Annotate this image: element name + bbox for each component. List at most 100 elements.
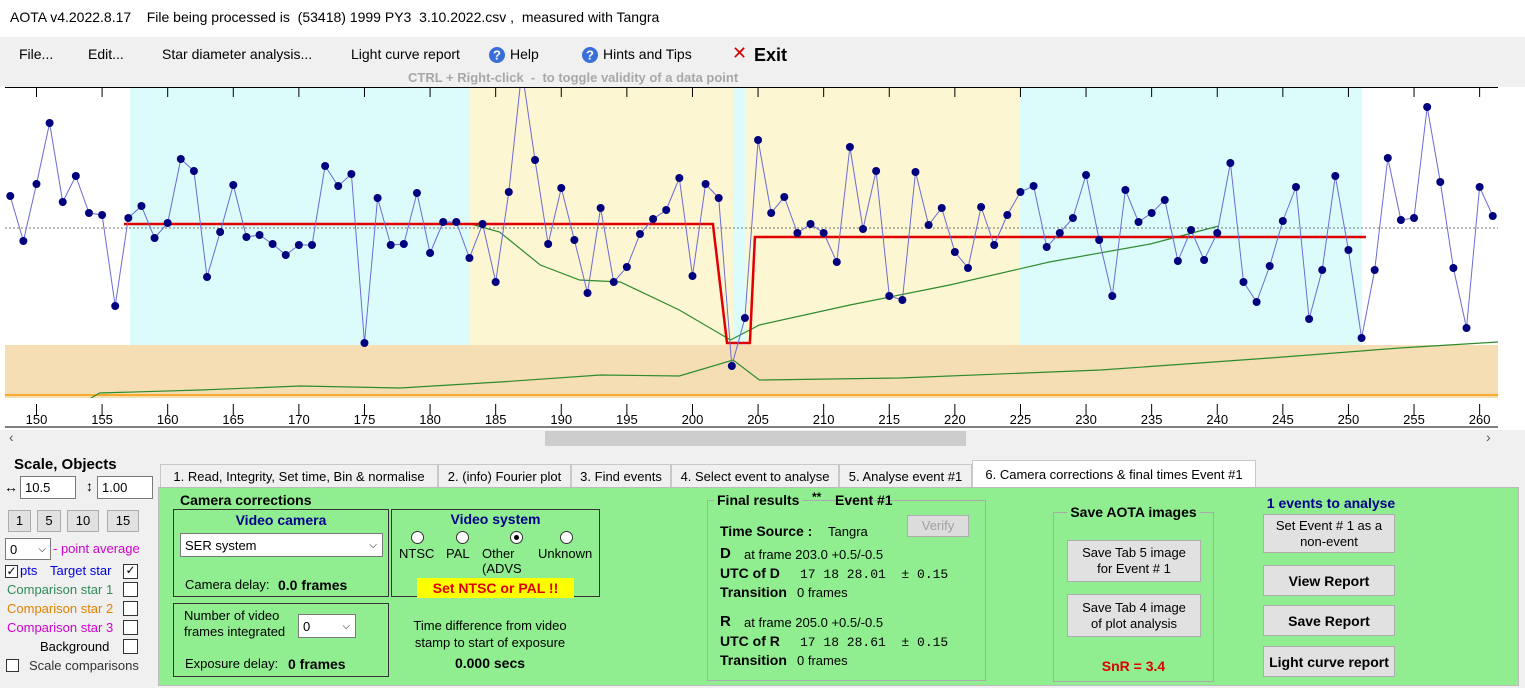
data-point <box>832 258 841 266</box>
comparison-3-checkbox[interactable] <box>123 620 138 635</box>
tab[interactable]: 2. (info) Fourier plot <box>438 464 571 487</box>
data-point <box>622 263 631 271</box>
save-tab5-button[interactable]: Save Tab 5 image for Event # 1 <box>1067 540 1201 582</box>
warning-label: Set NTSC or PAL !! <box>417 578 574 598</box>
data-point <box>1213 229 1222 237</box>
frames-integrated-value: 0 <box>303 618 311 634</box>
scale-button[interactable]: 5 <box>37 510 61 532</box>
pts-checkbox[interactable]: ✓ <box>5 564 18 578</box>
menu-item[interactable]: Hints and Tips <box>603 46 692 62</box>
utc-d-label: UTC of D <box>720 565 780 581</box>
data-point <box>189 167 198 175</box>
x-tick-label: 210 <box>813 412 835 427</box>
camera-select[interactable]: SER system ⌵ <box>180 533 383 557</box>
x-tick-label: 255 <box>1403 412 1425 427</box>
transition-label: Transition <box>720 584 787 600</box>
data-point <box>793 229 802 237</box>
comparison-2-label: Comparison star 2 <box>7 601 114 616</box>
data-point <box>373 194 382 202</box>
data-point <box>1265 262 1274 270</box>
data-point <box>701 180 710 188</box>
data-point <box>1003 211 1012 219</box>
comparison-3-label: Comparison star 3 <box>7 620 114 635</box>
scale-comparisons-checkbox[interactable] <box>6 659 19 672</box>
menu-item[interactable]: File... <box>19 46 54 62</box>
data-point <box>137 202 146 210</box>
data-point <box>426 249 435 257</box>
menu-item[interactable]: Edit... <box>88 46 124 62</box>
d-frame: at frame 203.0 +0.5/-0.5 <box>744 547 884 562</box>
point-average-select[interactable]: 0 ⌵ <box>5 538 51 560</box>
radio-checked[interactable] <box>510 531 523 544</box>
data-point <box>1121 186 1130 194</box>
light-curve-chart[interactable]: 150 155 160 165 170 175 180 185 190 195 200 205 210 2… <box>0 87 1525 430</box>
x-tick-label: 240 <box>1206 412 1228 427</box>
scroll-right[interactable]: › <box>1486 429 1491 445</box>
region-band <box>1020 87 1362 345</box>
radio[interactable] <box>456 531 469 544</box>
data-point <box>1187 226 1196 234</box>
group-title: Save AOTA images <box>1053 504 1214 520</box>
view-report-button[interactable]: View Report <box>1263 565 1395 596</box>
data-point <box>859 225 868 233</box>
svg-text:?: ? <box>586 48 594 63</box>
data-point <box>662 206 671 214</box>
scale-button[interactable]: 1 <box>8 510 31 532</box>
v-scale-icon: ↕ <box>86 478 93 494</box>
v-scale-spin[interactable]: 1.00 <box>97 476 153 499</box>
frames-integrated-select[interactable]: 0 ⌵ <box>298 614 356 638</box>
non-event-button[interactable]: Set Event # 1 as a non-event <box>1263 514 1395 553</box>
x-tick-label: 245 <box>1272 412 1294 427</box>
data-point <box>1291 183 1300 191</box>
menu-item[interactable]: Light curve report <box>351 46 460 62</box>
camera-select-value: SER system <box>185 537 257 553</box>
x-tick-label: 220 <box>944 412 966 427</box>
h-scale-value: 10.5 <box>25 480 51 495</box>
x-tick-label: 195 <box>616 412 638 427</box>
x-tick-label: 150 <box>26 412 48 427</box>
comparison-2-checkbox[interactable] <box>123 601 138 616</box>
scroll-left[interactable]: ‹ <box>9 429 14 445</box>
radio[interactable] <box>560 531 573 544</box>
tab[interactable]: 1. Read, Integrity, Set time, Bin & norm… <box>160 464 438 487</box>
menu-item[interactable]: Help <box>510 46 539 62</box>
save-tab4-button[interactable]: Save Tab 4 image of plot analysis <box>1067 594 1201 637</box>
data-point <box>150 234 159 242</box>
radio[interactable] <box>411 531 424 544</box>
tab[interactable]: 4. Select event to analyse <box>671 464 839 487</box>
r-frame: at frame 205.0 +0.5/-0.5 <box>744 615 884 630</box>
data-point <box>990 241 999 249</box>
tab[interactable]: 5. Analyse event #1 <box>839 464 972 487</box>
transition-label: Transition <box>720 652 787 668</box>
x-tick-label: 200 <box>682 412 704 427</box>
comparison-1-label: Comparison star 1 <box>7 582 114 597</box>
background-checkbox[interactable] <box>123 639 138 654</box>
scroll-thumb[interactable] <box>545 431 966 446</box>
tab-selected[interactable]: 6. Camera corrections & final times Even… <box>972 460 1256 488</box>
data-point <box>1423 103 1432 111</box>
data-point <box>347 170 356 178</box>
menu-item[interactable]: Exit <box>754 45 788 65</box>
target-star-checkbox[interactable]: ✓ <box>123 564 138 579</box>
verify-button[interactable]: Verify <box>907 515 969 537</box>
data-point <box>950 248 959 256</box>
scale-button[interactable]: 15 <box>107 510 139 532</box>
data-point <box>1344 246 1353 254</box>
data-point <box>58 198 67 206</box>
data-point <box>452 218 461 226</box>
scale-button[interactable]: 10 <box>67 510 99 532</box>
tab[interactable]: 3. Find events <box>571 464 671 487</box>
save-report-button[interactable]: Save Report <box>1263 605 1395 636</box>
utc-r-label: UTC of R <box>720 633 780 649</box>
comparison-1-checkbox[interactable] <box>123 582 138 597</box>
data-point <box>504 188 513 196</box>
svg-text:?: ? <box>493 48 501 63</box>
region-band <box>733 87 745 345</box>
h-scale-spin[interactable]: 10.5 <box>20 476 76 499</box>
light-curve-report-button[interactable]: Light curve report <box>1263 646 1395 677</box>
events-title: 1 events to analyse <box>1266 495 1396 511</box>
menu-item[interactable]: Star diameter analysis... <box>162 46 313 62</box>
r-label: R <box>720 613 731 630</box>
data-point <box>1226 159 1235 167</box>
data-point <box>963 264 972 272</box>
